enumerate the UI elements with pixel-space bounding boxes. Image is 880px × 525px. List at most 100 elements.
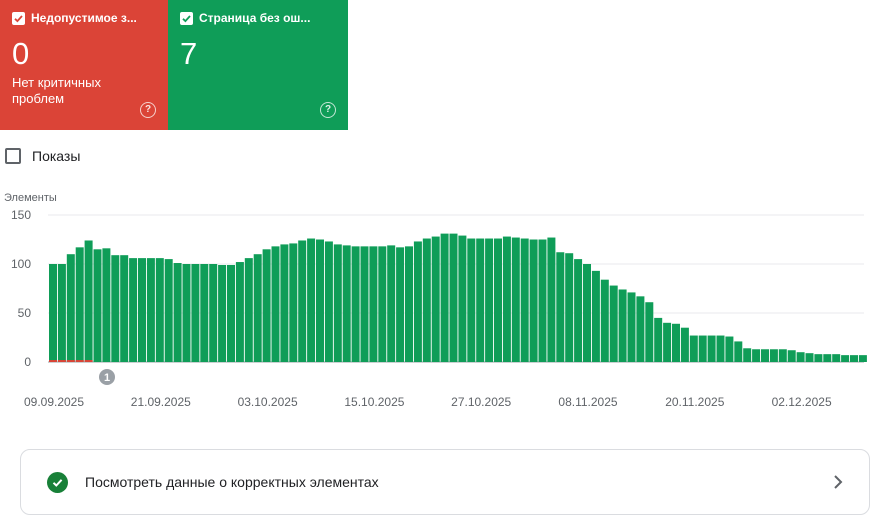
bar-valid[interactable] [734,341,743,362]
bar-valid[interactable] [66,254,75,362]
bar-valid[interactable] [307,238,316,362]
bar-valid[interactable] [796,352,805,362]
bar-valid[interactable] [680,327,689,362]
bar-valid[interactable] [262,249,271,362]
bar-valid[interactable] [583,264,591,362]
bar-valid[interactable] [547,237,556,362]
bar-valid[interactable] [458,235,467,362]
bar-valid[interactable] [235,262,244,362]
bar-valid[interactable] [778,349,787,362]
bar-valid[interactable] [858,355,867,362]
bar-valid[interactable] [609,285,618,362]
bar-valid[interactable] [378,246,387,362]
bar-valid[interactable] [387,245,396,362]
checkbox-checked-icon[interactable] [12,11,25,25]
bar-valid[interactable] [93,249,102,362]
bar-valid[interactable] [494,238,502,362]
bar-valid[interactable] [707,335,716,362]
bar-valid[interactable] [467,238,476,362]
bar-valid[interactable] [360,246,369,362]
bar-valid[interactable] [271,246,280,362]
view-valid-items-card[interactable]: Посмотреть данные о корректных элементах [20,449,870,515]
bar-valid[interactable] [645,302,654,362]
bar-valid[interactable] [191,264,200,362]
bar-valid[interactable] [502,236,511,362]
bar-valid[interactable] [440,233,449,362]
bar-valid[interactable] [574,259,583,362]
bar-valid[interactable] [244,258,253,362]
bar-valid[interactable] [618,289,627,362]
bar-valid[interactable] [138,258,146,362]
bar-valid[interactable] [761,349,769,362]
bar-valid[interactable] [449,233,458,362]
bar-valid[interactable] [654,317,663,362]
valid-status-card[interactable]: Страница без ош... 7 ? [168,0,348,130]
bar-valid[interactable] [280,244,289,362]
bar-valid[interactable] [173,263,182,362]
bar-valid[interactable] [627,292,636,362]
bar-valid[interactable] [120,255,129,362]
bar-valid[interactable] [298,240,307,362]
bar-valid[interactable] [227,264,235,362]
bar-valid[interactable] [396,247,405,362]
bar-valid[interactable] [316,239,324,363]
bar-invalid[interactable] [84,360,93,362]
bar-valid[interactable] [787,350,796,362]
impressions-toggle[interactable]: Показы [5,148,80,164]
bar-valid[interactable] [333,244,342,362]
bar-valid[interactable] [476,238,485,362]
bar-valid[interactable] [209,264,218,362]
bar-valid[interactable] [591,270,600,362]
bar-valid[interactable] [538,239,547,363]
bar-valid[interactable] [57,264,66,362]
help-icon[interactable]: ? [140,102,156,118]
bar-valid[interactable] [413,241,422,362]
bar-valid[interactable] [832,354,841,362]
bar-valid[interactable] [324,241,333,362]
bar-valid[interactable] [84,240,93,362]
bar-valid[interactable] [600,279,609,362]
help-icon[interactable]: ? [320,102,336,118]
bar-valid[interactable] [689,335,698,362]
bar-valid[interactable] [529,239,538,363]
bar-invalid[interactable] [49,360,57,362]
bar-valid[interactable] [431,236,440,362]
bar-valid[interactable] [422,238,431,362]
bar-valid[interactable] [520,238,529,362]
bar-valid[interactable] [200,264,209,362]
bar-invalid[interactable] [66,360,75,362]
bar-valid[interactable] [102,248,111,362]
bar-valid[interactable] [405,246,413,362]
bar-valid[interactable] [289,243,298,362]
bar-valid[interactable] [556,252,565,362]
bar-valid[interactable] [841,355,850,362]
bar-valid[interactable] [485,238,494,362]
annotation-marker[interactable]: 1 [99,369,115,385]
bar-valid[interactable] [752,349,761,362]
bar-valid[interactable] [725,336,734,362]
bar-invalid[interactable] [75,360,84,362]
bar-valid[interactable] [75,247,84,362]
bar-valid[interactable] [769,349,778,362]
bar-valid[interactable] [814,354,823,362]
bar-valid[interactable] [663,322,672,362]
bar-valid[interactable] [342,245,351,362]
impressions-checkbox[interactable] [5,148,21,164]
bar-valid[interactable] [636,296,645,362]
bar-valid[interactable] [672,323,680,362]
bar-valid[interactable] [49,264,57,362]
bar-valid[interactable] [253,254,262,362]
bar-valid[interactable] [129,258,138,362]
invalid-status-card[interactable]: Недопустимое з... 0 Нет критичных пробле… [0,0,168,130]
bar-valid[interactable] [716,335,725,362]
bar-valid[interactable] [155,258,164,362]
bar-valid[interactable] [218,264,227,362]
checkbox-checked-icon[interactable] [180,11,193,25]
bar-invalid[interactable] [57,360,66,362]
bar-valid[interactable] [182,264,191,362]
bar-valid[interactable] [850,355,858,362]
bar-valid[interactable] [146,258,155,362]
bar-valid[interactable] [805,353,814,362]
bar-valid[interactable] [164,259,173,362]
bar-valid[interactable] [369,246,378,362]
